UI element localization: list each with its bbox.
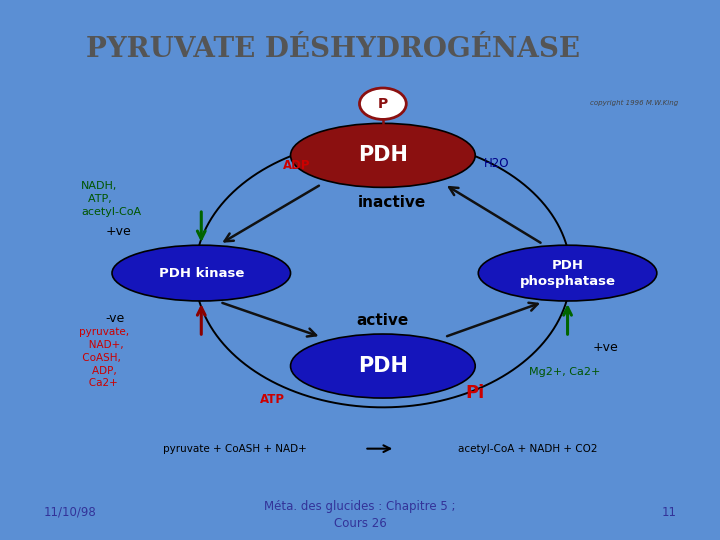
Text: inactive: inactive — [358, 195, 426, 211]
Text: 11: 11 — [662, 506, 677, 519]
Text: Méta. des glucides : Chapitre 5 ;
Cours 26: Méta. des glucides : Chapitre 5 ; Cours … — [264, 500, 456, 530]
Text: PDH: PDH — [358, 356, 408, 376]
Text: PDH: PDH — [358, 145, 408, 165]
Text: PDH kinase: PDH kinase — [158, 267, 244, 280]
Text: acetyl-CoA + NADH + CO2: acetyl-CoA + NADH + CO2 — [458, 444, 598, 454]
Text: ADP: ADP — [283, 159, 310, 172]
Ellipse shape — [291, 334, 475, 398]
Text: PDH
phosphatase: PDH phosphatase — [520, 259, 616, 288]
Ellipse shape — [291, 123, 475, 187]
Text: pyruvate,
   NAD+,
 CoASH,
    ADP,
   Ca2+: pyruvate, NAD+, CoASH, ADP, Ca2+ — [79, 327, 130, 388]
Text: NADH,
  ATP,
acetyl-CoA: NADH, ATP, acetyl-CoA — [81, 181, 141, 217]
Text: +ve: +ve — [106, 225, 132, 238]
Text: active: active — [356, 313, 409, 328]
Text: P: P — [378, 97, 388, 111]
Text: PYRUVATE DÉSHYDROGÉNASE: PYRUVATE DÉSHYDROGÉNASE — [86, 36, 580, 63]
Circle shape — [359, 88, 406, 119]
Text: H2O: H2O — [484, 157, 510, 170]
Text: +ve: +ve — [592, 341, 618, 354]
Text: -ve: -ve — [106, 312, 125, 325]
Text: 11/10/98: 11/10/98 — [43, 506, 96, 519]
Ellipse shape — [478, 245, 657, 301]
Text: ATP: ATP — [260, 393, 284, 406]
Text: copyright 1996 M.W.King: copyright 1996 M.W.King — [590, 99, 678, 106]
Text: Pi: Pi — [466, 384, 485, 402]
Text: pyruvate + CoASH + NAD+: pyruvate + CoASH + NAD+ — [163, 444, 307, 454]
Text: Mg2+, Ca2+: Mg2+, Ca2+ — [528, 367, 600, 377]
Ellipse shape — [112, 245, 291, 301]
